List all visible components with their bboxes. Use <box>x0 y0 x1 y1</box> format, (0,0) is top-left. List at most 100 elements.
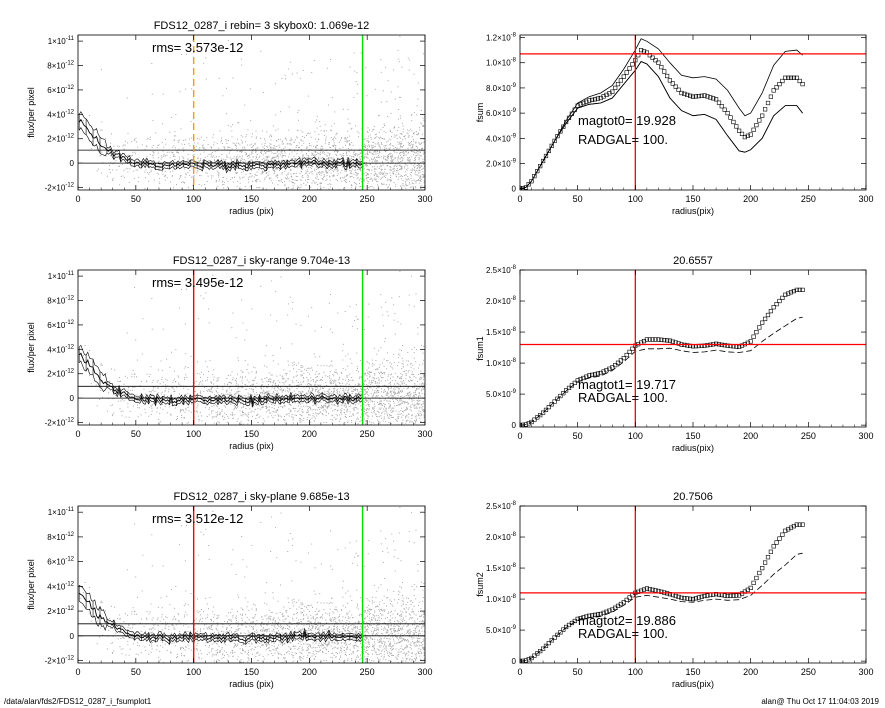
pixel-point <box>418 415 420 417</box>
pixel-point <box>141 396 143 398</box>
pixel-point <box>285 373 287 375</box>
pixel-point <box>223 417 225 419</box>
pixel-point <box>318 166 320 168</box>
pixel-point <box>131 373 133 375</box>
pixel-point <box>176 150 178 152</box>
pixel-point <box>406 393 408 394</box>
pixel-point <box>149 407 151 409</box>
pixel-point <box>187 285 189 286</box>
pixel-point <box>414 156 416 158</box>
pixel-point <box>187 153 189 155</box>
pixel-point <box>272 147 274 149</box>
pixel-point <box>291 160 292 162</box>
fsum-marker <box>716 100 722 105</box>
pixel-point <box>415 142 417 144</box>
pixel-point <box>380 71 382 73</box>
pixel-point <box>387 375 389 377</box>
pixel-point <box>393 401 394 402</box>
pixel-point <box>320 401 322 403</box>
pixel-point <box>286 413 288 415</box>
pixel-point <box>402 159 403 161</box>
pixel-point <box>403 154 405 156</box>
pixel-point <box>208 154 210 155</box>
pixel-point <box>227 149 228 151</box>
pixel-point <box>334 371 336 373</box>
pixel-point <box>283 405 285 407</box>
pixel-point <box>421 148 423 150</box>
pixel-point <box>218 394 220 396</box>
pixel-point <box>252 152 254 154</box>
pixel-point <box>336 402 338 403</box>
pixel-point <box>352 414 354 416</box>
pixel-point <box>292 365 294 367</box>
pixel-point <box>247 161 249 163</box>
pixel-point <box>419 413 421 414</box>
pixel-point <box>208 159 210 161</box>
pixel-point <box>174 135 176 137</box>
pixel-point <box>369 152 371 153</box>
pixel-point <box>271 374 273 376</box>
pixel-point <box>417 402 418 404</box>
pixel-point <box>297 111 299 113</box>
pixel-point <box>416 388 418 389</box>
pixel-point <box>256 179 257 181</box>
pixel-point <box>345 369 347 371</box>
pixel-point <box>411 380 412 382</box>
pixel-point <box>330 183 332 185</box>
pixel-point <box>127 406 129 408</box>
pixel-point <box>253 380 255 382</box>
pixel-point <box>406 360 408 362</box>
pixel-point <box>346 376 348 378</box>
pixel-point <box>355 398 357 400</box>
pixel-point <box>387 80 389 82</box>
pixel-point <box>258 404 259 406</box>
pixel-point <box>158 173 160 175</box>
pixel-point <box>307 411 309 413</box>
pixel-point <box>150 170 152 172</box>
pixel-point <box>379 398 381 400</box>
pixel-point <box>366 174 367 176</box>
pixel-point <box>266 164 268 166</box>
pixel-point <box>413 132 415 133</box>
pixel-point <box>189 170 191 171</box>
pixel-point <box>365 423 366 425</box>
pixel-point <box>370 424 372 425</box>
pixel-point <box>334 144 336 146</box>
pixel-point <box>386 165 388 167</box>
pixel-point <box>291 362 293 364</box>
pixel-point <box>329 154 330 156</box>
pixel-point <box>391 366 393 368</box>
pixel-point <box>395 147 396 149</box>
pixel-point <box>308 172 310 174</box>
profile-upper-line <box>78 111 363 168</box>
pixel-point <box>252 391 254 393</box>
pixel-point <box>383 123 385 125</box>
pixel-point <box>152 145 154 146</box>
pixel-point <box>290 143 291 145</box>
pixel-point <box>390 410 392 412</box>
pixel-point <box>415 377 417 379</box>
pixel-point <box>363 148 365 150</box>
pixel-point <box>353 409 355 411</box>
pixel-point <box>321 146 323 148</box>
x-tick-label: 150 <box>244 194 259 204</box>
pixel-point <box>389 362 391 364</box>
pixel-point <box>300 419 302 421</box>
pixel-point <box>150 405 152 407</box>
pixel-point <box>125 395 127 397</box>
pixel-point <box>288 129 290 131</box>
pixel-point <box>219 396 221 398</box>
pixel-point <box>413 148 415 150</box>
pixel-point <box>356 370 358 371</box>
pixel-point <box>346 140 348 142</box>
pixel-point <box>315 405 317 407</box>
pixel-point <box>327 152 329 154</box>
pixel-point <box>411 120 413 122</box>
pixel-point <box>222 415 224 417</box>
pixel-point <box>277 128 279 130</box>
pixel-point <box>374 88 376 90</box>
pixel-point <box>394 383 395 385</box>
pixel-point <box>227 146 229 148</box>
pixel-point <box>215 179 217 181</box>
pixel-point <box>393 167 395 169</box>
